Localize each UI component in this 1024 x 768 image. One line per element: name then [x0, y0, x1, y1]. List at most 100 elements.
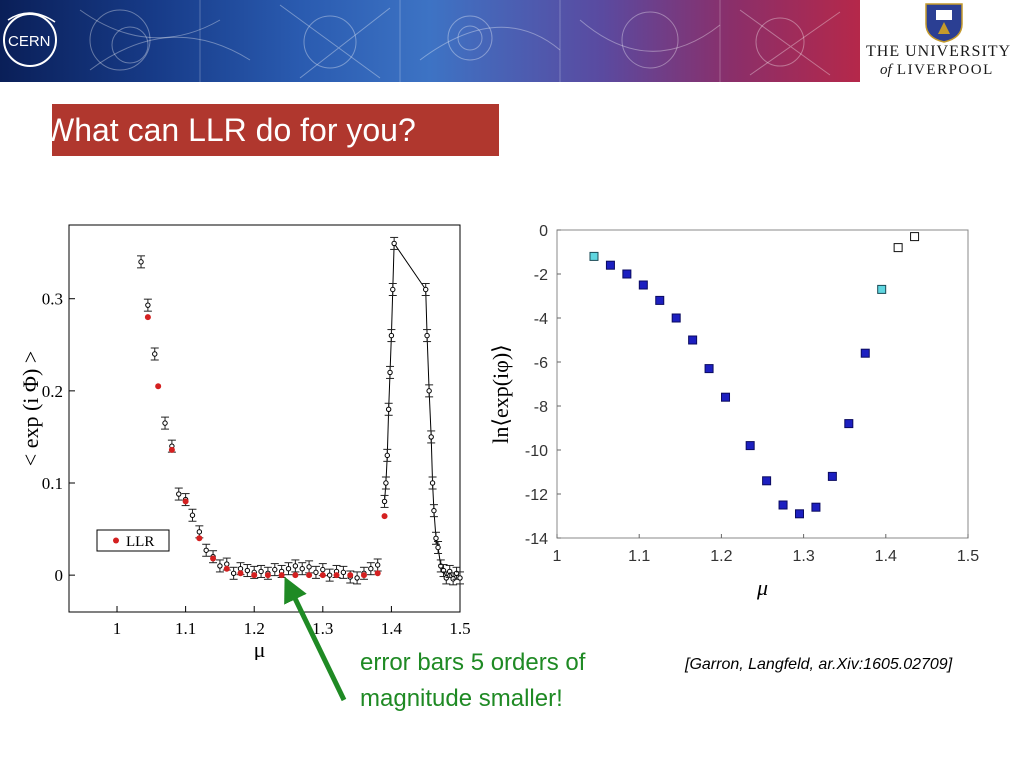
data-point-cyan-square — [877, 284, 887, 294]
data-point-llr — [237, 570, 244, 577]
chart-left-ticks: 1 1.1 1.2 1.3 1.4 1.5 0 0.1 0.2 0.3 — [42, 290, 471, 638]
chart-right-xlabel: μ — [756, 575, 768, 600]
data-point-open-circle — [387, 369, 393, 376]
data-point-open-circle — [368, 565, 374, 572]
y-tick-label: 0 — [55, 566, 64, 585]
data-point-open-circle — [299, 565, 305, 572]
data-point-open-circle — [391, 240, 397, 247]
legend-llr-label: LLR — [126, 534, 154, 550]
data-point-square — [778, 500, 788, 510]
data-point-open-square — [893, 243, 903, 253]
data-point-llr — [144, 314, 151, 321]
legend-llr-marker — [113, 537, 119, 544]
x-tick-label: 1.1 — [628, 548, 650, 565]
y-tick-label: 0.1 — [42, 474, 63, 493]
data-point-square — [811, 502, 821, 512]
y-tick-label: -6 — [534, 355, 548, 372]
data-point-open-circle — [320, 566, 326, 573]
university-city: LIVERPOOL — [896, 62, 994, 78]
data-point-llr — [278, 572, 285, 579]
data-point-open-circle — [457, 575, 463, 581]
data-point-square — [745, 441, 755, 451]
data-point-open-circle — [292, 563, 299, 569]
chart-left-ylabel: < exp (i Φ) > — [18, 351, 43, 466]
data-point-llr — [264, 572, 271, 579]
data-point-open-circle — [383, 480, 389, 486]
data-point-open-circle — [203, 547, 209, 553]
university-name-line1: THE UNIVERSITY — [866, 43, 1012, 60]
y-tick-label: -4 — [534, 311, 548, 328]
liverpool-crest-icon — [925, 3, 963, 43]
data-point-open-circle — [285, 565, 292, 572]
x-tick-label: 1.1 — [175, 619, 196, 638]
chart-right: 1 1.1 1.2 1.3 1.4 1.5 0 -2 -4 -6 -8 -10 -12 -14 μ ln⟨… — [488, 223, 979, 600]
y-tick-label: -2 — [534, 267, 548, 284]
data-point-llr — [333, 572, 340, 579]
chart-right-marks — [589, 232, 920, 519]
data-point-square — [605, 260, 615, 270]
data-point-open-circle — [138, 259, 144, 265]
data-point-llr — [360, 572, 367, 579]
chart-right-plot-area — [556, 229, 969, 539]
data-point-open-circle — [433, 535, 439, 541]
data-point-open-circle — [424, 332, 430, 339]
x-tick-label: 1.5 — [449, 619, 470, 638]
data-point-open-circle — [306, 564, 312, 570]
data-point-square — [688, 335, 698, 345]
data-point-open-circle — [244, 567, 251, 574]
chart-right-ticks: 1 1.1 1.2 1.3 1.4 1.5 0 -2 -4 -6 -8 -10 -12 -14 — [525, 223, 979, 565]
data-point-open-circle — [152, 351, 158, 357]
university-logo — [864, 0, 1024, 82]
x-tick-label: 1 — [113, 619, 122, 638]
data-point-square — [794, 509, 804, 519]
y-tick-label: -8 — [534, 399, 548, 416]
y-tick-label: -12 — [525, 487, 548, 504]
chart-left-xlabel: μ — [254, 637, 266, 660]
data-point-open-circle — [423, 286, 429, 293]
data-point-open-circle — [374, 562, 381, 568]
data-point-open-circle — [435, 544, 441, 551]
y-tick-label: 0.2 — [42, 382, 63, 401]
data-point-square — [655, 295, 665, 305]
chart-left: 1 1.1 1.2 1.3 1.4 1.5 0 0.1 0.2 0.3 LLR μ < exp (… — [18, 224, 471, 660]
data-point-open-circle — [388, 332, 395, 339]
data-point-square — [638, 280, 648, 290]
data-point-open-circle — [176, 491, 182, 497]
data-point-open-circle — [390, 286, 396, 293]
data-point-open-circle — [196, 529, 203, 535]
data-point-llr — [182, 498, 189, 505]
data-point-cyan-square — [589, 251, 599, 261]
legend-box — [96, 529, 170, 552]
data-point-llr — [210, 555, 217, 562]
data-point-llr — [196, 535, 203, 542]
x-tick-label: 1.4 — [381, 619, 403, 638]
data-point-open-circle — [426, 388, 432, 394]
cern-logo-text: CERN — [8, 33, 51, 50]
y-tick-label: 0.3 — [42, 290, 63, 309]
cern-logo: CERN — [3, 12, 57, 67]
data-point-square — [671, 313, 681, 323]
data-point-llr — [319, 572, 326, 579]
chart-right-ylabel: ln⟨exp(iφ)⟩ — [488, 344, 513, 444]
data-point-open-circle — [313, 569, 319, 576]
callout-text: error bars 5 orders of magnitude smaller… — [360, 649, 586, 712]
data-point-open-circle — [258, 568, 264, 575]
data-point-llr — [306, 572, 313, 579]
x-tick-label: 1 — [553, 548, 562, 565]
y-tick-label: -10 — [525, 443, 548, 460]
university-name-line2: of LIVERPOOL — [880, 62, 1024, 79]
x-tick-label: 1.3 — [792, 548, 814, 565]
y-tick-label: 0 — [539, 223, 548, 240]
data-point-square — [704, 364, 714, 374]
data-point-open-circle — [431, 507, 437, 514]
data-point-open-circle — [162, 420, 168, 426]
data-point-square — [827, 471, 837, 481]
data-point-llr — [168, 446, 175, 453]
slide-title: What can LLR do for you? — [44, 104, 499, 156]
data-point-llr — [347, 572, 354, 579]
data-point-open-circle — [326, 572, 333, 578]
data-point-open-circle — [189, 512, 196, 518]
data-point-llr — [155, 383, 162, 390]
x-tick-label: 1.3 — [312, 619, 333, 638]
header-banner — [0, 0, 860, 82]
